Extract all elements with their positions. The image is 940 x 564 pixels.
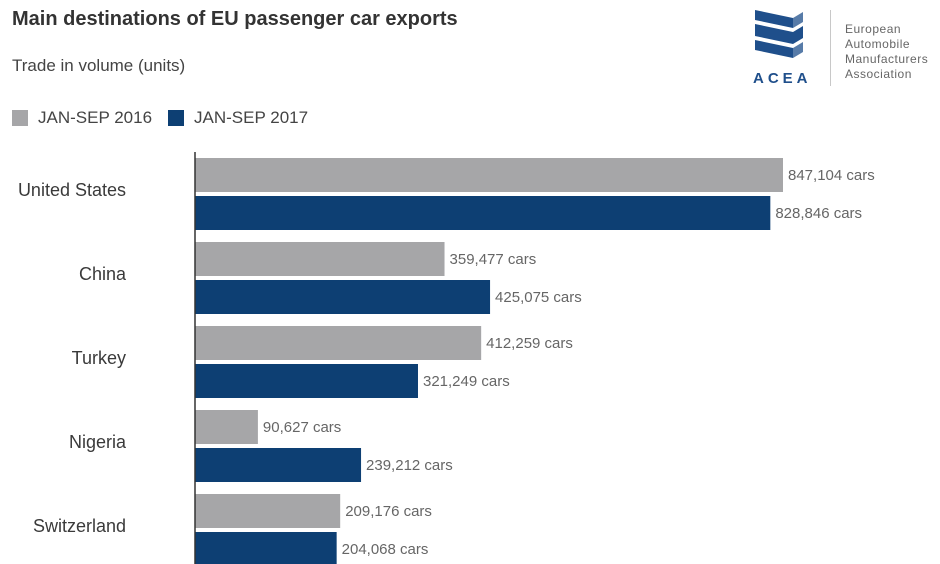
chart-title: Main destinations of EU passenger car ex… (12, 8, 458, 30)
bar (195, 532, 337, 564)
logo-name: European Automobile Manufacturers Associ… (845, 22, 928, 82)
logo-line: European (845, 22, 902, 36)
logo-line: Association (845, 67, 912, 81)
category-label: United States (18, 180, 126, 200)
bar (195, 196, 771, 230)
bar (195, 158, 783, 192)
bar (195, 448, 362, 482)
data-label: 828,846 cars (775, 205, 862, 222)
bar (195, 280, 491, 314)
logo-line: Manufacturers (845, 52, 929, 66)
chart-subtitle: Trade in volume (units) (12, 56, 186, 75)
data-label: 209,176 cars (345, 503, 432, 520)
bar (195, 494, 341, 528)
legend-item-2017: JAN-SEP 2017 (168, 108, 308, 128)
data-label: 847,104 cars (788, 167, 875, 184)
category-label: Switzerland (33, 516, 126, 536)
category-label: Turkey (72, 348, 126, 368)
legend-label-2017: JAN-SEP 2017 (194, 108, 309, 127)
bar (195, 410, 258, 444)
bar (195, 364, 418, 398)
data-label: 425,075 cars (495, 289, 582, 306)
logo-divider (830, 10, 831, 86)
legend-item-2016: JAN-SEP 2016 (12, 108, 152, 128)
legend: JAN-SEP 2016 JAN-SEP 2017 (12, 108, 324, 128)
acea-logo-icon (755, 10, 803, 58)
bar (195, 326, 482, 360)
acea-abbreviation: ACEA (753, 70, 812, 87)
data-label: 90,627 cars (263, 419, 341, 436)
data-label: 359,477 cars (450, 251, 537, 268)
bar (195, 242, 445, 276)
data-label: 239,212 cars (366, 457, 453, 474)
data-label: 204,068 cars (342, 541, 429, 558)
legend-swatch-2016 (12, 110, 28, 126)
legend-swatch-2017 (168, 110, 185, 126)
data-label: 321,249 cars (423, 373, 510, 390)
legend-label-2016: JAN-SEP 2016 (38, 108, 153, 127)
category-label: Nigeria (69, 432, 127, 452)
acea-logo: ACEA European Automobile Manufacturers A… (745, 8, 935, 88)
data-label: 412,259 cars (486, 335, 573, 352)
logo-line: Automobile (845, 37, 911, 51)
category-label: China (79, 264, 127, 284)
